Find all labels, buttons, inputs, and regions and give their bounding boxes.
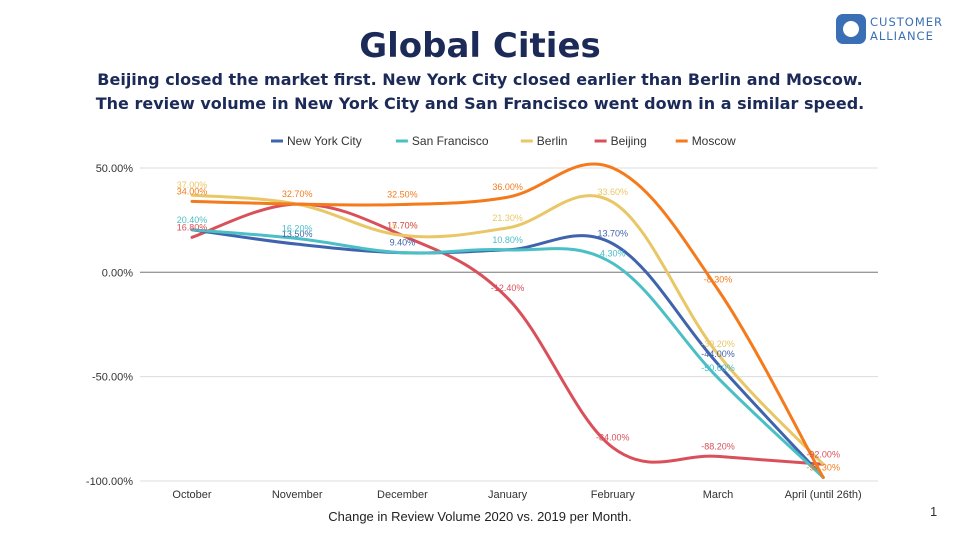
x-tick-label: November <box>272 489 323 501</box>
y-tick-label: 50.00% <box>96 163 134 175</box>
chart-caption: Change in Review Volume 2020 vs. 2019 pe… <box>328 509 632 524</box>
page-number: 1 <box>930 504 938 519</box>
data-label: 33.60% <box>598 187 629 197</box>
legend-label: Moscow <box>692 134 736 148</box>
logo-line-2: ALLIANCE <box>870 29 934 43</box>
x-tick-label: February <box>591 489 636 501</box>
subtitle-line-1: Beijing closed the market first. New Yor… <box>97 70 863 89</box>
legend-label: Berlin <box>537 134 568 148</box>
data-label: 16.20% <box>282 224 313 234</box>
data-label: 32.70% <box>282 189 313 199</box>
customer-alliance-logo-icon <box>836 14 866 44</box>
subtitle-line-2: The review volume in New York City and S… <box>95 94 865 113</box>
data-label: -84.00% <box>596 433 630 443</box>
data-label: -92.00% <box>806 449 840 459</box>
data-label: 16.80% <box>177 222 208 232</box>
data-label: -8.30% <box>704 275 733 285</box>
data-label: 10.80% <box>492 235 523 245</box>
legend-label: Beijing <box>611 134 647 148</box>
data-label: 20.40% <box>177 215 208 225</box>
y-tick-label: -50.00% <box>92 372 133 384</box>
data-label: 15.70% <box>387 220 418 230</box>
x-tick-label: October <box>172 489 211 501</box>
data-label: 36.00% <box>492 182 523 192</box>
y-tick-label: -100.00% <box>86 476 133 488</box>
legend-label: San Francisco <box>412 134 489 148</box>
x-tick-label: April (until 26th) <box>785 489 862 501</box>
data-label: -12.40% <box>491 283 525 293</box>
data-label: 21.30% <box>492 213 523 223</box>
data-label: 4.30% <box>600 248 626 258</box>
x-tick-label: March <box>703 489 734 501</box>
x-tick-label: January <box>488 489 528 501</box>
customer-alliance-logo: CUSTOMER ALLIANCE <box>836 14 948 46</box>
data-label: 37.00% <box>177 180 208 190</box>
data-label: 9.40% <box>390 238 416 248</box>
data-label: 34.00% <box>177 186 208 196</box>
data-label: 13.70% <box>598 229 629 239</box>
x-tick-label: December <box>377 489 428 501</box>
data-label: 17.70% <box>387 220 418 230</box>
series-line-moscow <box>190 162 825 479</box>
series-line-san-francisco <box>190 228 825 479</box>
data-label: -39.20% <box>701 339 735 349</box>
data-label: -50.60% <box>701 363 735 373</box>
data-label: 13.50% <box>282 229 313 239</box>
data-label: -88.20% <box>701 441 735 451</box>
y-tick-label: 0.00% <box>102 267 133 279</box>
logo-text: CUSTOMER ALLIANCE <box>870 15 943 43</box>
legend-label: New York City <box>287 134 362 148</box>
data-label: 32.50% <box>387 190 418 200</box>
logo-line-1: CUSTOMER <box>870 15 944 29</box>
data-label: -44.00% <box>701 349 735 359</box>
slide-title: Global Cities <box>359 26 601 66</box>
data-label: -98.30% <box>806 462 840 472</box>
